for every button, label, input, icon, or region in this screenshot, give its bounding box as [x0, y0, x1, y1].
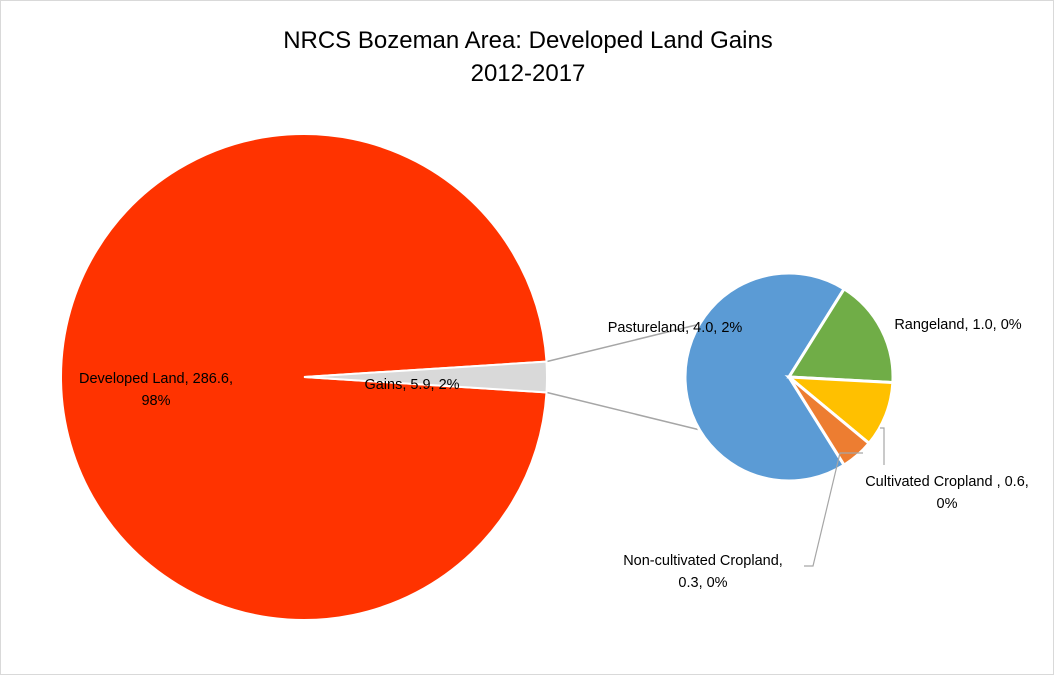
leader-lines [804, 427, 885, 567]
leader-line-non-cultivated-cropland [804, 452, 863, 567]
label-non-cultivated-cropland-line-1: Non-cultivated Cropland, [623, 553, 783, 569]
label-developed-land-line-2: 98% [141, 393, 170, 409]
label-non-cultivated-cropland-line-2: 0.3, 0% [678, 575, 727, 591]
leader-line-cultivated-cropland [880, 427, 885, 465]
label-non-cultivated-cropland: Non-cultivated Cropland, 0.3, 0% [623, 553, 783, 591]
label-gains-line-1: Gains, 5.9, 2% [364, 377, 459, 393]
secondary-pie [683, 271, 895, 483]
slice-non-cultivated-cropland [787, 375, 872, 468]
slice-rangeland [786, 286, 895, 385]
slice-developed-land [59, 133, 548, 621]
label-cultivated-cropland: Cultivated Cropland , 0.6, 0% [865, 474, 1029, 512]
slice-gains [303, 360, 548, 394]
slice-pastureland [683, 271, 847, 483]
label-developed-land-line-1: Developed Land, 286.6, [79, 371, 233, 387]
label-gains: Gains, 5.9, 2% [364, 377, 459, 393]
label-developed-land: Developed Land, 286.6, 98% [79, 371, 233, 409]
chart-title-line-2: 2012-2017 [471, 60, 586, 87]
label-cultivated-cropland-line-1: Cultivated Cropland , 0.6, [865, 474, 1029, 490]
main-pie [59, 133, 548, 621]
chart-title-line-1: NRCS Bozeman Area: Developed Land Gains [283, 27, 773, 54]
label-pastureland: Pastureland, 4.0, 2% [608, 320, 743, 336]
label-rangeland: Rangeland, 1.0, 0% [894, 317, 1021, 333]
label-pastureland-line-1: Pastureland, 4.0, 2% [608, 320, 743, 336]
label-cultivated-cropland-line-2: 0% [937, 496, 958, 512]
data-labels: Developed Land, 286.6, 98% Gains, 5.9, 2% P… [79, 317, 1029, 591]
label-rangeland-line-1: Rangeland, 1.0, 0% [894, 317, 1021, 333]
